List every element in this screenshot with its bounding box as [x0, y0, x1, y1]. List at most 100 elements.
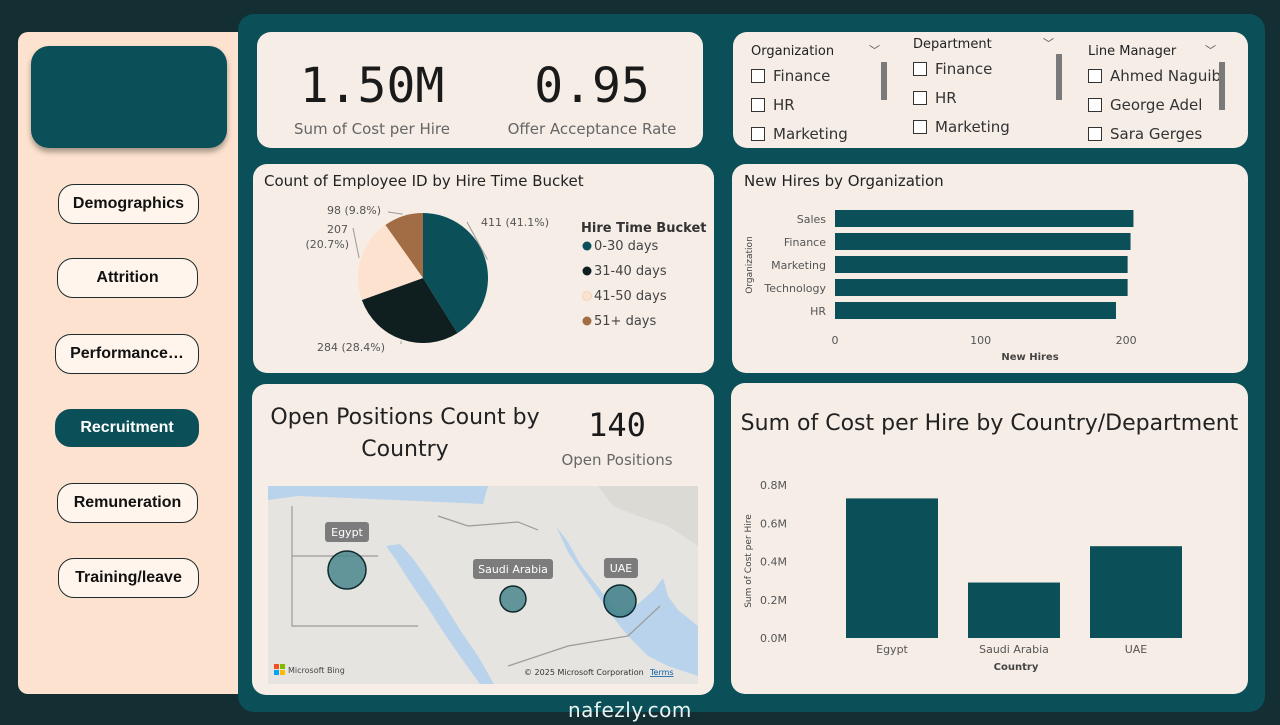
- line-manager-slicer-title: Line Manager: [1088, 44, 1177, 59]
- bing-logo-icon: [274, 664, 279, 669]
- vbar-category-label: UAE: [1125, 643, 1148, 656]
- hbar-tick-label: 200: [1116, 334, 1137, 347]
- pie-legend-title: Hire Time Bucket: [581, 221, 707, 236]
- egypt-label: Egypt: [331, 526, 363, 539]
- department-option[interactable]: Marketing: [913, 118, 1010, 136]
- hbar-bar[interactable]: [835, 233, 1131, 250]
- pie-data-label: 284 (28.4%): [317, 341, 385, 354]
- vbar-xlabel: Country: [994, 662, 1039, 673]
- land-north: [598, 486, 698, 546]
- chevron-down-icon[interactable]: ﹀: [869, 44, 880, 57]
- offer-acceptance-label: Offer Acceptance Rate: [507, 120, 677, 138]
- checkbox[interactable]: [1088, 98, 1102, 112]
- checkbox[interactable]: [751, 98, 765, 112]
- vbar-category-label: Egypt: [876, 643, 908, 656]
- pie-legend-marker: [582, 241, 592, 251]
- pie-legend-label[interactable]: 41-50 days: [594, 289, 667, 304]
- pie-slice[interactable]: [358, 224, 423, 301]
- watermark: nafezly.com: [568, 698, 692, 722]
- chevron-down-icon[interactable]: ﹀: [1043, 37, 1054, 50]
- pie-slice[interactable]: [361, 278, 458, 343]
- nav-demographics-button[interactable]: Demographics: [58, 184, 199, 224]
- bing-label: Microsoft Bing: [288, 666, 345, 675]
- border-line: [437, 515, 539, 531]
- chevron-down-icon[interactable]: ﹀: [1205, 44, 1216, 57]
- pie-legend-label[interactable]: 31-40 days: [594, 264, 667, 279]
- new-hires-card: New Hires by Organization Sales Finance Ma…: [732, 164, 1248, 373]
- pie-slice[interactable]: [385, 213, 423, 278]
- checkbox[interactable]: [751, 127, 765, 141]
- vbar-bar[interactable]: [968, 582, 1060, 638]
- vbar-tick-label: 0.0M: [760, 632, 787, 645]
- checkbox[interactable]: [913, 120, 927, 134]
- line-manager-option[interactable]: Ahmed Naguib: [1088, 67, 1221, 85]
- department-slicer-title: Department: [913, 37, 992, 52]
- hbar-category-label: Technology: [763, 282, 826, 295]
- hbar-bar[interactable]: [835, 210, 1134, 227]
- hbar-xlabel: New Hires: [1001, 352, 1058, 363]
- checkbox[interactable]: [1088, 127, 1102, 141]
- hbar-category-label: HR: [810, 305, 826, 318]
- pie-slice[interactable]: [423, 213, 489, 334]
- hbar-bar[interactable]: [835, 256, 1128, 273]
- line-manager-option[interactable]: Sara Gerges: [1088, 125, 1202, 143]
- sidebar: Demographics Attrition Performance… Recr…: [18, 32, 240, 694]
- country-map[interactable]: Egypt Saudi Arabia UAE Microsoft Bing © …: [268, 486, 698, 684]
- checkbox[interactable]: [913, 91, 927, 105]
- pie-legend-marker: [582, 316, 592, 326]
- pie-leader-line: [387, 211, 403, 215]
- nav-performance-button[interactable]: Performance…: [55, 334, 199, 374]
- cost-per-hire-value: 1.50M: [299, 58, 445, 114]
- map-canvas: Egypt Saudi Arabia UAE Microsoft Bing © …: [268, 486, 698, 684]
- open-positions-label: Open Positions: [561, 451, 673, 469]
- pie-data-label: 207: [327, 223, 348, 236]
- vbar-ylabel: Sum of Cost per Hire: [744, 514, 754, 608]
- department-scrollbar[interactable]: [1056, 54, 1062, 100]
- map-copyright: © 2025 Microsoft Corporation: [524, 668, 644, 677]
- egypt-bubble[interactable]: [327, 550, 367, 590]
- pie-leader-line: [352, 227, 360, 258]
- nav-training-leave-button[interactable]: Training/leave: [58, 558, 199, 598]
- organization-option[interactable]: HR: [751, 96, 795, 114]
- checkbox[interactable]: [751, 69, 765, 83]
- line-manager-scrollbar[interactable]: [1219, 62, 1225, 110]
- nav-remuneration-button[interactable]: Remuneration: [57, 483, 198, 523]
- checkbox[interactable]: [913, 62, 927, 76]
- vbar-bar[interactable]: [846, 498, 938, 638]
- organization-scrollbar[interactable]: [881, 62, 887, 100]
- hbar-bar[interactable]: [835, 302, 1116, 319]
- cost-by-country-title: Sum of Cost per Hire by Country/Departme…: [740, 411, 1239, 436]
- organization-option[interactable]: Marketing: [751, 125, 848, 143]
- hbar-category-label: Finance: [784, 236, 826, 249]
- pie-data-label: 411 (41.1%): [481, 216, 549, 229]
- map-terms-link[interactable]: Terms: [649, 668, 674, 677]
- organization-slicer-title: Organization: [751, 44, 835, 59]
- kpi-card: 1.50M Sum of Cost per Hire 0.95 Offer Ac…: [257, 32, 703, 148]
- logo-box: [31, 46, 227, 148]
- nav-attrition-button[interactable]: Attrition: [57, 258, 198, 298]
- cost-by-country-chart: 0.0M 0.2M 0.4M 0.6M 0.8M Egypt Saudi Arabia UAE…: [744, 479, 1182, 673]
- vbar-bar[interactable]: [1090, 546, 1182, 638]
- slicers-card: Organization ﹀ Finance HR Marketing Depa…: [733, 32, 1248, 148]
- organization-option[interactable]: Finance: [751, 67, 830, 85]
- pie-chart-title: Count of Employee ID by Hire Time Bucket: [264, 172, 584, 190]
- hbar-category-label: Marketing: [771, 259, 826, 272]
- pie-legend-label[interactable]: 51+ days: [594, 314, 656, 329]
- offer-acceptance-value: 0.95: [534, 58, 650, 114]
- pie-legend-label[interactable]: 0-30 days: [594, 239, 659, 254]
- open-positions-title: Open Positions Count by Country: [270, 405, 540, 462]
- persian-gulf: [556, 526, 698, 676]
- checkbox[interactable]: [1088, 69, 1102, 83]
- vbar-tick-label: 0.8M: [760, 479, 787, 492]
- line-manager-option[interactable]: George Adel: [1088, 96, 1202, 114]
- bing-logo-icon: [274, 670, 279, 675]
- department-option[interactable]: Finance: [913, 60, 992, 78]
- hbar-bar[interactable]: [835, 279, 1128, 296]
- egypt-label-bg: [325, 522, 369, 542]
- vbar-tick-label: 0.4M: [760, 556, 787, 569]
- saudi-arabia-bubble[interactable]: [499, 585, 527, 613]
- department-option[interactable]: HR: [913, 89, 957, 107]
- nav-recruitment-button[interactable]: Recruitment: [55, 409, 199, 447]
- uae-bubble[interactable]: [603, 584, 637, 618]
